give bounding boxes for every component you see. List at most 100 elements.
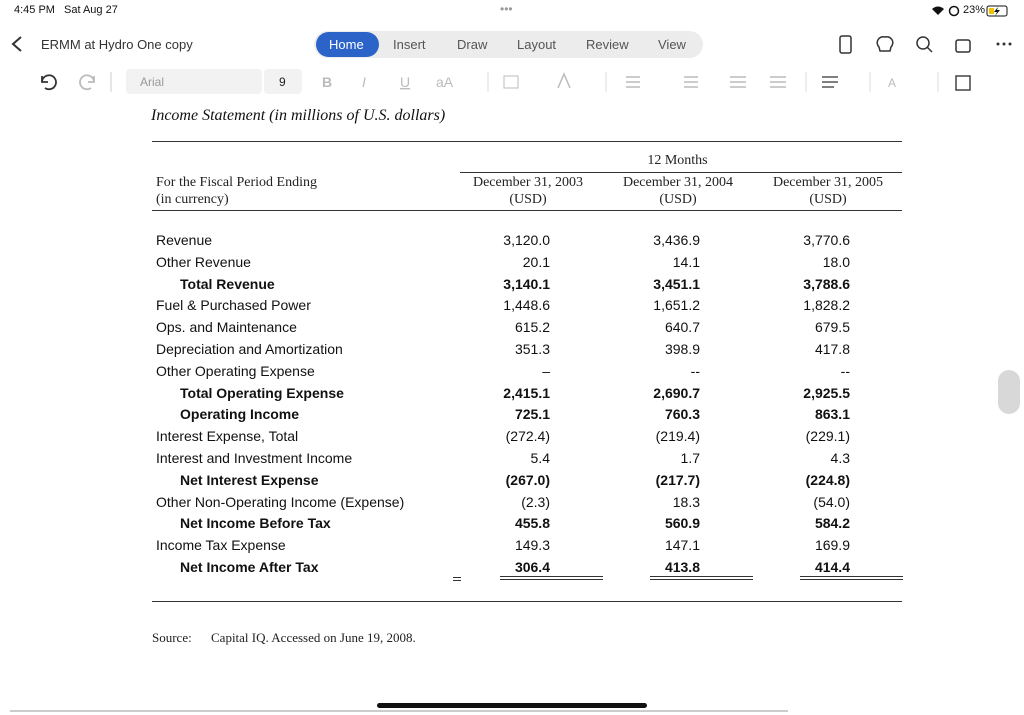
cell-value: 640.7 [664, 319, 700, 336]
tab[interactable]: View [658, 37, 686, 52]
cell-value: 455.8 [514, 515, 550, 532]
row-header-line: (in currency) [156, 192, 229, 207]
cell-value: (219.4) [655, 428, 700, 445]
cell-value: -- [690, 362, 700, 379]
cell-value: 584.2 [814, 515, 850, 532]
cell-value: 1,651.2 [653, 297, 700, 314]
cell-value: 306.4 [514, 559, 550, 575]
cell-value: 169.9 [814, 537, 850, 554]
top-icons[interactable] [835, 33, 1024, 57]
row-label: Income Tax Expense [156, 537, 286, 554]
cell-value: 3,120.0 [503, 232, 550, 248]
cell-value: 18.3 [672, 493, 700, 510]
svg-text:B: B [322, 74, 332, 90]
time: 4:45 PM [14, 4, 55, 16]
row-label: Total Revenue [180, 275, 275, 292]
undo-redo[interactable] [36, 70, 126, 94]
cell-value: (272.4) [505, 428, 550, 445]
double-underline [650, 576, 753, 577]
column-header-line: (USD) [659, 192, 697, 207]
cell-value: (217.7) [655, 471, 700, 488]
row-label: Fuel & Purchased Power [156, 297, 311, 314]
row-header: For the Fiscal Period Ending (in currenc… [156, 174, 317, 208]
double-underline [500, 579, 603, 580]
back-button[interactable] [8, 34, 28, 54]
column-header-line: December 31, 2005 [772, 175, 884, 190]
cell-value: 760.3 [664, 406, 700, 423]
font-size: 9 [279, 75, 286, 89]
page-edge [10, 710, 788, 712]
status-icons [932, 5, 1008, 17]
cell-value: 2,690.7 [653, 384, 700, 401]
header-rule [152, 210, 902, 211]
cell-value: 1.7 [680, 450, 700, 466]
group-rule [460, 172, 902, 173]
home-indicator[interactable] [377, 703, 647, 708]
group-header: 12 Months [647, 153, 708, 168]
font-name: Arial [140, 75, 165, 89]
cell-value: 2,415.1 [503, 384, 550, 401]
date: Sat Aug 27 [64, 4, 118, 16]
tab-highlight [316, 32, 379, 57]
svg-text:U: U [400, 74, 410, 90]
cell-value: 3,788.6 [803, 275, 850, 292]
cell-value: -- [840, 362, 850, 379]
cell-value: – [542, 362, 550, 379]
font-size-box[interactable] [264, 69, 302, 94]
column-header: December 31, 2005 (USD) [753, 174, 903, 208]
bottom-rule [152, 601, 902, 602]
cell-value: (2.3) [521, 493, 550, 510]
row-header-line: For the Fiscal Period Ending [156, 175, 317, 190]
cell-value: 20.1 [522, 253, 550, 270]
row-label: Other Non-Operating Income (Expense) [156, 493, 405, 510]
cell-value: 3,451.1 [653, 275, 700, 292]
column-header-line: December 31, 2003 [472, 175, 584, 190]
svg-text:A: A [888, 76, 896, 90]
top-rule [152, 141, 902, 142]
row-label: Operating Income [180, 406, 300, 423]
svg-text:I: I [362, 74, 366, 90]
document-title: ERMM at Hydro One copy [41, 37, 193, 52]
cell-value: (54.0) [813, 493, 850, 510]
column-header-line: December 31, 2004 [622, 175, 734, 190]
font-box[interactable] [126, 69, 262, 94]
cell-value: 3,140.1 [503, 275, 550, 292]
svg-text:aA: aA [436, 74, 454, 90]
cell-value: 149.3 [514, 537, 550, 554]
cell-value: 351.3 [514, 341, 550, 357]
scroll-handle[interactable] [998, 370, 1020, 414]
cell-value: 725.1 [514, 406, 550, 423]
row-label: Net Income Before Tax [180, 515, 331, 532]
underline-mark [453, 577, 461, 578]
cell-value: 615.2 [514, 319, 550, 336]
row-label: Other Revenue [156, 253, 251, 270]
tab[interactable]: Draw [457, 37, 488, 52]
row-label: Interest Expense, Total [156, 428, 299, 445]
document-heading: Income Statement (in millions of U.S. do… [151, 107, 446, 124]
cell-value: 14.1 [672, 253, 700, 270]
double-underline [800, 576, 903, 577]
cell-value: 679.5 [814, 319, 850, 336]
cell-value: (267.0) [505, 471, 550, 488]
tab[interactable]: Review [586, 37, 629, 52]
cell-value: (224.8) [805, 471, 850, 488]
row-label: Net Interest Expense [180, 471, 319, 488]
row-label: Other Operating Expense [156, 362, 315, 379]
row-label: Ops. and Maintenance [156, 319, 297, 336]
cell-value: 414.4 [814, 559, 850, 575]
cell-value: 1,448.6 [503, 297, 550, 314]
cell-value: 3,770.6 [803, 232, 850, 248]
tab[interactable]: Layout [517, 37, 557, 52]
cell-value: 5.4 [530, 450, 550, 466]
tab[interactable]: Home [329, 37, 364, 52]
cell-value: 863.1 [814, 406, 850, 423]
battery-percent: 23% [963, 4, 986, 16]
cell-value: 18.0 [822, 253, 850, 270]
row-label: Total Operating Expense [180, 384, 344, 401]
tab[interactable]: Insert [393, 37, 426, 52]
row-label: Net Income After Tax [180, 559, 319, 575]
cell-value: 560.9 [664, 515, 700, 532]
multitask-dots[interactable]: ••• [500, 2, 513, 16]
